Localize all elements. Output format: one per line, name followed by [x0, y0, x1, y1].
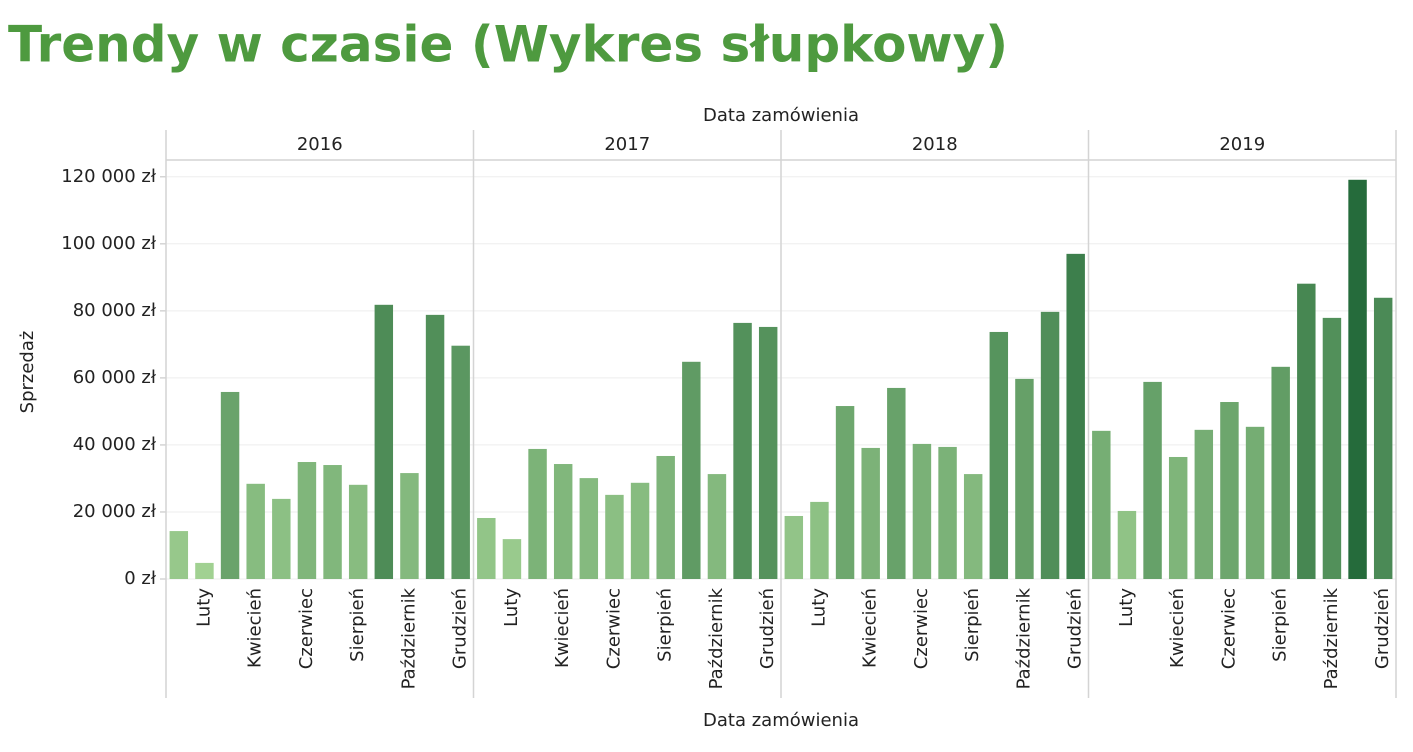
y-tick-label: 40 000 zł: [73, 434, 157, 455]
bar: [733, 322, 752, 579]
x-tick-label: Kwiecień: [1167, 588, 1188, 668]
x-tick-label: Luty: [193, 588, 214, 627]
panel-label: 2018: [912, 134, 958, 155]
bar: [912, 443, 932, 579]
bar: [272, 498, 291, 579]
bar: [1220, 402, 1239, 579]
bar: [861, 447, 880, 579]
chart-title: Trendy w czasie (Wykres słupkowy): [8, 16, 1008, 74]
bar: [1194, 429, 1214, 579]
bar: [220, 391, 240, 579]
bar: [1373, 297, 1393, 579]
x-tick-label: Grudzień: [1065, 588, 1086, 669]
bar: [1297, 283, 1316, 579]
bar: [605, 494, 624, 579]
bar: [323, 465, 342, 579]
x-tick-label: Czerwiec: [911, 588, 932, 669]
x-tick-label: Luty: [1116, 588, 1137, 627]
bar: [963, 474, 983, 579]
bar: [1348, 179, 1367, 579]
x-tick-label: Październik: [1013, 587, 1034, 689]
x-tick-label: Luty: [501, 588, 522, 627]
panel-label: 2017: [604, 134, 650, 155]
panel-label: 2019: [1219, 134, 1265, 155]
bar: [1117, 510, 1137, 579]
bar: [989, 331, 1009, 579]
y-tick-label: 120 000 zł: [61, 166, 157, 187]
bar: [297, 462, 317, 579]
y-tick-label: 0 zł: [124, 568, 157, 589]
y-tick-label: 100 000 zł: [61, 233, 157, 254]
x-tick-label: Październik: [398, 587, 419, 689]
bar: [784, 515, 804, 579]
x-tick-label: Sierpień: [962, 588, 983, 662]
bar: [1015, 378, 1034, 579]
bar: [707, 474, 727, 579]
bar: [758, 326, 778, 579]
bar: [579, 478, 599, 579]
bar: [1040, 311, 1060, 579]
bar: [553, 464, 573, 579]
bar: [682, 361, 701, 579]
bar: [630, 482, 650, 579]
x-tick-label: Grudzień: [757, 588, 778, 669]
bar: [835, 406, 855, 579]
x-tick-label: Czerwiec: [1218, 588, 1239, 669]
bar: [374, 304, 394, 579]
x-tick-label: Październik: [706, 587, 727, 689]
x-tick-label: Czerwiec: [296, 588, 317, 669]
bar: [1143, 381, 1162, 579]
bar: [1168, 456, 1188, 579]
bar: [938, 446, 957, 579]
panel-label: 2016: [297, 134, 343, 155]
bar: [502, 539, 522, 579]
bar: [1092, 430, 1111, 579]
bar: [477, 517, 496, 579]
x-tick-label: Grudzień: [1372, 588, 1393, 669]
bar: [528, 448, 547, 579]
bar: [1245, 426, 1265, 579]
bar: [425, 314, 445, 579]
y-tick-label: 20 000 zł: [73, 501, 157, 522]
bar: [656, 455, 675, 579]
x-tick-label: Kwiecień: [860, 588, 881, 668]
bar: [348, 484, 368, 579]
y-tick-label: 80 000 zł: [73, 300, 157, 321]
x-tick-label: Kwiecień: [245, 588, 266, 668]
bar: [1271, 366, 1290, 579]
y-axis-label: Sprzedaż: [17, 331, 38, 414]
x-tick-label: Sierpień: [347, 588, 368, 662]
bar: [400, 473, 419, 579]
bar: [810, 501, 829, 579]
x-tick-label: Grudzień: [450, 588, 471, 669]
bar: [246, 483, 265, 579]
x-tick-label: Sierpień: [655, 588, 676, 662]
x-tick-label: Czerwiec: [603, 588, 624, 669]
bar: [1322, 317, 1342, 579]
x-tick-label: Kwiecień: [552, 588, 573, 668]
bar: [1066, 253, 1085, 579]
x-axis-top-label: Data zamówienia: [703, 105, 859, 126]
x-tick-label: Luty: [808, 588, 829, 627]
y-tick-label: 60 000 zł: [73, 367, 157, 388]
bar: [169, 531, 189, 579]
bar: [195, 562, 214, 579]
x-tick-label: Sierpień: [1270, 588, 1291, 662]
x-tick-label: Październik: [1321, 587, 1342, 689]
x-axis-label: Data zamówienia: [703, 710, 859, 731]
bar: [451, 345, 470, 579]
bar: [887, 387, 906, 579]
